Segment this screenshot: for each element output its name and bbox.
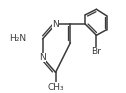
Text: H₂N: H₂N	[9, 35, 26, 43]
Text: N: N	[39, 53, 46, 62]
Text: CH₃: CH₃	[47, 83, 64, 92]
Text: Br: Br	[91, 47, 101, 56]
Text: N: N	[52, 20, 59, 29]
